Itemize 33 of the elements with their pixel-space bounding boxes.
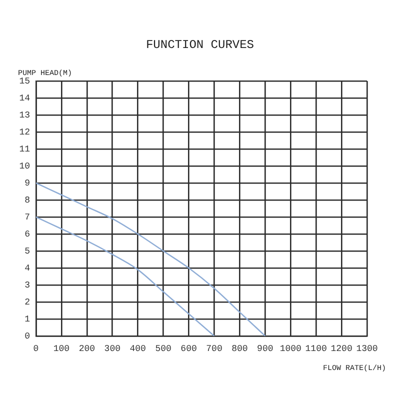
x-tick-label: 500 bbox=[155, 344, 172, 354]
x-tick-label: 1300 bbox=[356, 344, 378, 354]
y-tick-label: 4 bbox=[24, 263, 30, 274]
y-tick-label: 5 bbox=[24, 246, 30, 256]
x-tick-label: 1000 bbox=[280, 344, 302, 354]
y-tick-label: 12 bbox=[19, 127, 30, 138]
y-tick-label: 7 bbox=[24, 212, 30, 222]
y-tick-label: 0 bbox=[24, 331, 30, 342]
y-tick-label: 1 bbox=[24, 314, 30, 324]
x-tick-label: 100 bbox=[53, 344, 70, 354]
y-tick-label: 13 bbox=[19, 110, 30, 120]
y-tick-label: 10 bbox=[19, 161, 30, 172]
x-tick-label: 600 bbox=[180, 344, 197, 354]
y-tick-label: 2 bbox=[24, 297, 30, 308]
x-tick-label: 1100 bbox=[305, 344, 327, 354]
x-tick-label: 0 bbox=[33, 344, 39, 354]
x-tick-label: 1200 bbox=[330, 344, 352, 354]
line-series bbox=[36, 182, 266, 336]
x-tick-label: 700 bbox=[206, 344, 222, 354]
y-tick-label: 6 bbox=[24, 229, 30, 240]
line-series bbox=[36, 216, 215, 336]
chart-title: FUNCTION CURVES bbox=[146, 38, 254, 52]
y-tick-label: 11 bbox=[19, 144, 30, 154]
x-tick-label: 800 bbox=[232, 344, 248, 354]
y-tick-label: 14 bbox=[19, 93, 30, 104]
y-tick-label: 8 bbox=[24, 195, 30, 206]
x-tick-label: 900 bbox=[257, 344, 274, 354]
x-tick-label: 200 bbox=[78, 344, 96, 354]
x-tick-label: 300 bbox=[104, 344, 120, 354]
y-tick-label: 3 bbox=[24, 280, 30, 290]
y-tick-label: 9 bbox=[24, 178, 30, 188]
y-tick-label: 15 bbox=[19, 76, 30, 86]
x-tick-label: 400 bbox=[130, 344, 146, 354]
